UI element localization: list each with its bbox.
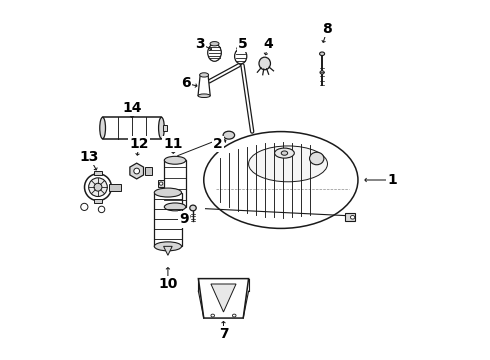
Ellipse shape bbox=[89, 178, 107, 197]
Ellipse shape bbox=[159, 117, 164, 139]
Text: 13: 13 bbox=[79, 150, 98, 164]
Bar bbox=[164, 160, 186, 207]
Ellipse shape bbox=[164, 203, 186, 211]
Ellipse shape bbox=[210, 41, 219, 46]
Ellipse shape bbox=[274, 148, 294, 158]
Text: 3: 3 bbox=[196, 37, 205, 51]
Text: 10: 10 bbox=[158, 277, 177, 291]
Ellipse shape bbox=[248, 146, 327, 182]
Text: 4: 4 bbox=[264, 37, 273, 51]
Bar bbox=[163, 125, 167, 131]
Bar bbox=[102, 117, 161, 139]
Text: 5: 5 bbox=[238, 37, 248, 51]
Ellipse shape bbox=[223, 131, 235, 139]
Text: 7: 7 bbox=[219, 327, 228, 341]
Ellipse shape bbox=[154, 242, 181, 251]
Ellipse shape bbox=[235, 49, 247, 64]
Ellipse shape bbox=[204, 132, 358, 228]
Ellipse shape bbox=[98, 206, 105, 213]
Text: 1: 1 bbox=[387, 173, 397, 187]
Polygon shape bbox=[198, 279, 248, 318]
Text: 2: 2 bbox=[213, 137, 223, 151]
Text: 11: 11 bbox=[164, 137, 183, 151]
Ellipse shape bbox=[190, 205, 196, 211]
Ellipse shape bbox=[232, 314, 236, 317]
Ellipse shape bbox=[199, 73, 209, 77]
Text: 9: 9 bbox=[179, 212, 189, 226]
Ellipse shape bbox=[154, 188, 181, 197]
Ellipse shape bbox=[81, 203, 88, 211]
Bar bbox=[145, 167, 152, 175]
Polygon shape bbox=[211, 284, 236, 312]
Polygon shape bbox=[130, 163, 144, 179]
Ellipse shape bbox=[211, 314, 215, 317]
Bar bbox=[345, 213, 355, 221]
Ellipse shape bbox=[310, 152, 324, 165]
Bar bbox=[95, 171, 101, 175]
Ellipse shape bbox=[159, 182, 163, 185]
Text: 8: 8 bbox=[322, 22, 332, 36]
Ellipse shape bbox=[320, 71, 324, 74]
Ellipse shape bbox=[198, 94, 210, 98]
Ellipse shape bbox=[164, 156, 186, 164]
Ellipse shape bbox=[84, 174, 111, 201]
Bar bbox=[95, 199, 101, 203]
Ellipse shape bbox=[281, 151, 288, 155]
Text: 12: 12 bbox=[129, 137, 149, 151]
Polygon shape bbox=[164, 246, 172, 255]
Bar bbox=[109, 184, 122, 191]
Bar bbox=[158, 180, 164, 187]
Ellipse shape bbox=[319, 52, 324, 55]
Ellipse shape bbox=[350, 216, 355, 219]
Ellipse shape bbox=[259, 57, 270, 70]
Ellipse shape bbox=[134, 168, 140, 174]
Ellipse shape bbox=[208, 44, 221, 61]
Ellipse shape bbox=[183, 218, 187, 221]
Bar bbox=[154, 193, 181, 246]
Ellipse shape bbox=[100, 117, 105, 139]
Bar bbox=[181, 216, 189, 224]
Text: 6: 6 bbox=[181, 76, 191, 90]
Ellipse shape bbox=[94, 183, 102, 191]
Polygon shape bbox=[198, 75, 210, 96]
Ellipse shape bbox=[237, 46, 245, 50]
Text: 14: 14 bbox=[122, 101, 142, 115]
